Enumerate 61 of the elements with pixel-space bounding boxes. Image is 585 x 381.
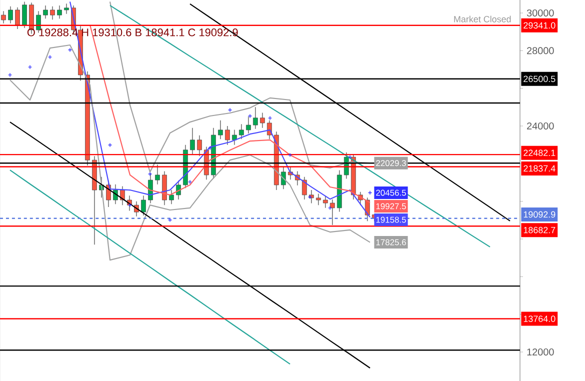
point [108,142,112,148]
ref-line-label: 19092.9 [524,211,556,218]
point [228,108,232,112]
candlestick [8,6,13,24]
point [8,72,12,78]
candlestick [218,120,223,140]
candlestick [50,6,55,20]
ref-line-label: 29341.0 [524,22,556,29]
point [68,48,72,52]
point [188,180,192,184]
candlestick [141,195,146,216]
annotation: Market Closed [454,16,511,22]
point [48,54,52,60]
point [28,64,32,70]
y-tick-label: 12000 [527,348,554,356]
candlestick [302,176,307,200]
candlestick [330,199,335,226]
candlestick [316,193,321,206]
point [208,146,212,150]
data-label: 17825.6 [376,239,406,246]
ref-line-label: 18682.7 [524,226,556,234]
line-series [9,44,371,261]
candlestick [252,106,258,130]
point [328,206,332,210]
ref-line-label: 26500.5 [524,76,556,82]
ref-line-label: 22482.1 [524,150,556,156]
data-label: 20456.5 [376,190,406,196]
y-tick-label: 30000 [526,9,554,17]
candlestick [57,5,62,19]
ref-line-label: 13764.0 [524,316,556,322]
data-label: 22029.3 [376,160,406,166]
candlestick [225,126,230,146]
point [248,114,252,118]
candlestick [239,124,244,140]
candlestick [22,1,27,28]
candlestick [148,172,153,204]
candlestick [1,10,6,24]
candlestick [36,10,41,34]
point [128,202,132,208]
point [348,154,352,160]
point [168,218,172,222]
ref-line-label: 21837.4 [524,165,556,172]
point [368,190,372,195]
candlestick [155,164,160,185]
point [268,116,272,120]
candlestick [190,128,195,155]
candlestick [246,116,251,134]
point [288,152,292,158]
candlestick [260,112,265,128]
point [148,172,152,176]
data-label: 19158.5 [376,216,406,223]
candlestick [64,3,69,14]
candlestick [15,7,20,30]
candlestick [43,5,48,19]
y-tick-label: 24000 [527,122,554,130]
candlestick [197,135,202,156]
candlestick [169,190,174,204]
data-label: 19927.5 [376,203,406,210]
y-tick-label: 28000 [527,47,554,54]
candlestick [232,129,237,146]
candlestick [322,195,328,208]
